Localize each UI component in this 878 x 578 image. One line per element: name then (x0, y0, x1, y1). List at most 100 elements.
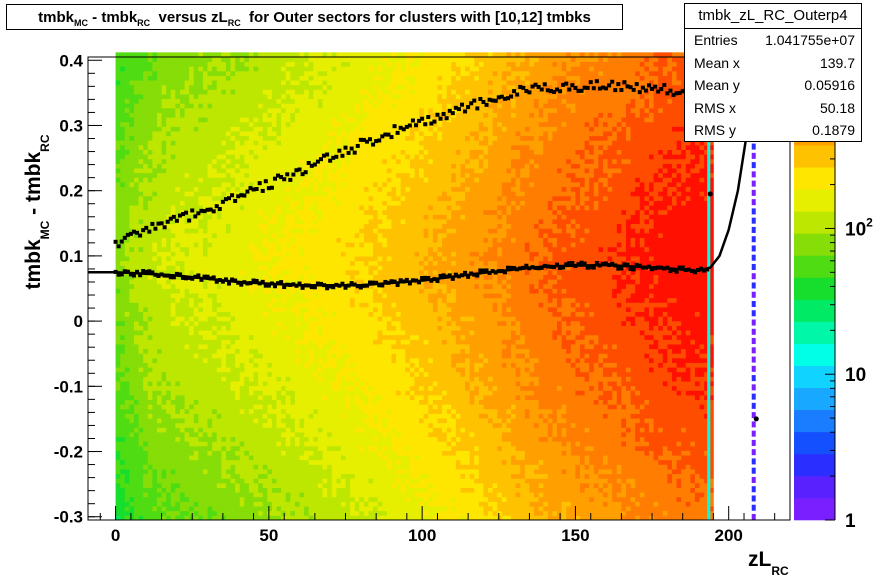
heatmap-cell (281, 320, 287, 326)
heatmap-cell (156, 307, 162, 313)
heatmap-cell (285, 325, 291, 331)
heatmap-cell (175, 283, 181, 289)
heatmap-cell (308, 408, 314, 414)
heatmap-cell (299, 330, 305, 336)
heatmap-cell (271, 158, 277, 164)
heatmap-cell (239, 473, 245, 479)
heatmap-cell (308, 445, 314, 451)
heatmap-cell (170, 325, 176, 331)
heatmap-cell (124, 371, 130, 377)
heatmap-cell (258, 307, 264, 313)
heatmap-cell (327, 182, 333, 188)
heatmap-cell (331, 265, 337, 271)
heatmap-cell (262, 330, 268, 336)
heatmap-cell (299, 478, 305, 484)
heatmap-cell (336, 413, 342, 419)
heatmap-cell (331, 186, 337, 192)
heatmap-cell (166, 381, 172, 387)
heatmap-cell (258, 381, 264, 387)
heatmap-cell (248, 140, 254, 146)
heatmap-cell (147, 353, 153, 359)
heatmap-cell (152, 94, 158, 100)
heatmap-cell (198, 427, 204, 433)
heatmap-cell (244, 214, 250, 220)
heatmap-cell (239, 135, 245, 141)
heatmap-cell (138, 464, 144, 470)
heatmap-cell (198, 158, 204, 164)
heatmap-cell (281, 265, 287, 271)
heatmap-cell (170, 168, 176, 174)
heatmap-cell (147, 506, 153, 512)
heatmap-cell (230, 357, 236, 363)
heatmap-cell (147, 478, 153, 484)
heatmap-cell (207, 57, 213, 63)
heatmap-cell (198, 344, 204, 350)
heatmap-cell (230, 144, 236, 150)
heatmap-cell (299, 279, 305, 285)
heatmap-cell (235, 455, 241, 461)
heatmap-cell (212, 131, 218, 137)
heatmap-cell (239, 492, 245, 498)
heatmap-cell (156, 279, 162, 285)
heatmap-cell (120, 66, 126, 72)
heatmap-cell (184, 61, 190, 67)
heatmap-cell (170, 413, 176, 419)
heatmap-cell (202, 455, 208, 461)
heatmap-cell (281, 251, 287, 257)
heatmap-cell (161, 191, 167, 197)
heatmap-cell (152, 487, 158, 493)
heatmap-cell (156, 251, 162, 257)
heatmap-cell (212, 510, 218, 516)
heatmap-cell (198, 107, 204, 113)
heatmap-cell (202, 334, 208, 340)
heatmap-cell (175, 399, 181, 405)
heatmap-cell (184, 168, 190, 174)
heatmap-cell (152, 80, 158, 86)
heatmap-cell (244, 94, 250, 100)
heatmap-cell (225, 510, 231, 516)
heatmap-cell (230, 154, 236, 160)
heatmap-cell (308, 399, 314, 405)
heatmap-cell (271, 515, 277, 521)
heatmap-cell (225, 168, 231, 174)
heatmap-cell (271, 464, 277, 470)
heatmap-cell (239, 362, 245, 368)
heatmap-cell (129, 265, 135, 271)
heatmap-cell (138, 385, 144, 391)
heatmap-cell (271, 191, 277, 197)
heatmap-cell (331, 469, 337, 475)
heatmap-cell (143, 492, 149, 498)
heatmap-cell (331, 126, 337, 132)
heatmap-cell (271, 98, 277, 104)
heatmap-cell (202, 269, 208, 276)
heatmap-cell (152, 140, 158, 146)
heatmap-cell (161, 496, 167, 502)
heatmap-cell (294, 274, 300, 280)
heatmap-cell (147, 89, 153, 95)
heatmap-cell (221, 191, 227, 197)
heatmap-cell (184, 381, 190, 387)
heatmap-cell (216, 126, 222, 132)
heatmap-cell (133, 371, 139, 377)
heatmap-cell (331, 371, 337, 377)
heatmap-cell (143, 214, 149, 220)
heatmap-cell (281, 330, 287, 336)
heatmap-cell (156, 469, 162, 475)
heatmap-cell (230, 330, 236, 336)
heatmap-cell (166, 163, 172, 169)
heatmap-cell (212, 496, 218, 502)
heatmap-cell (152, 279, 158, 285)
heatmap-cell (207, 316, 213, 322)
heatmap-cell (294, 445, 300, 451)
heatmap-cell (221, 436, 227, 442)
heatmap-cell (225, 158, 231, 164)
heatmap-cell (239, 98, 245, 104)
heatmap-cell (327, 256, 333, 262)
heatmap-cell (336, 307, 342, 313)
heatmap-cell (207, 219, 213, 225)
heatmap-cell (225, 367, 231, 373)
heatmap-cell (221, 172, 227, 178)
heatmap-cell (207, 348, 213, 354)
heatmap-cell (267, 117, 273, 123)
heatmap-cell (276, 320, 282, 326)
